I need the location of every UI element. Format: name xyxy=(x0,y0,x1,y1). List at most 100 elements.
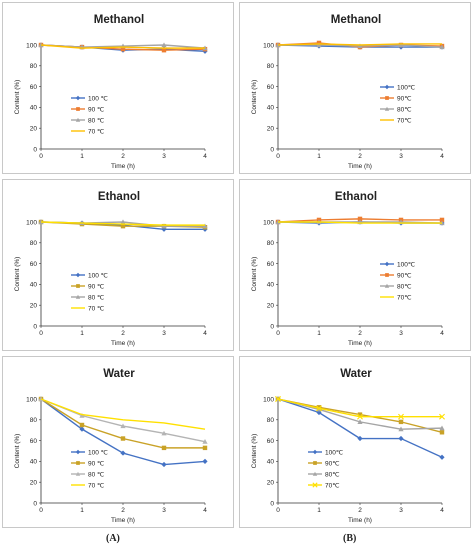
x-tick-label: 1 xyxy=(80,507,84,514)
data-point xyxy=(439,413,445,420)
data-point xyxy=(398,426,404,432)
y-tick-label: 40 xyxy=(267,282,275,289)
legend-marker xyxy=(313,461,317,465)
legend-marker xyxy=(76,284,80,288)
legend-marker xyxy=(75,95,81,101)
chart-svg: Ethanol 0 20 40 60 80 100 0 1 2 3 4 Time (h) Content … xyxy=(251,191,445,347)
data-point xyxy=(357,435,363,442)
y-axis-label: Content (%) xyxy=(14,257,21,292)
y-tick-label: 20 xyxy=(30,480,38,487)
x-tick-label: 3 xyxy=(399,507,403,514)
data-point xyxy=(120,436,126,441)
legend-label: 90 ℃ xyxy=(88,106,105,113)
data-point xyxy=(398,413,404,420)
legend-marker xyxy=(76,107,80,111)
legend-label: 90 ℃ xyxy=(88,460,105,467)
data-point xyxy=(357,413,363,420)
legend-label: 100 ℃ xyxy=(88,449,109,456)
legend-marker xyxy=(76,461,80,465)
y-tick-label: 0 xyxy=(33,146,37,153)
y-tick-label: 20 xyxy=(267,126,275,133)
data-point xyxy=(202,439,208,444)
data-point xyxy=(275,396,281,402)
x-tick-label: 0 xyxy=(276,330,280,337)
data-point xyxy=(398,42,404,48)
x-tick-label: 1 xyxy=(80,330,84,337)
legend-label: 100 ℃ xyxy=(88,95,109,102)
chart-title: Ethanol xyxy=(98,191,140,203)
chart-panel-water-a: Water 0 20 40 60 80 100 0 1 2 3 4 Time (h) Content (%… xyxy=(2,356,234,528)
data-point xyxy=(79,413,85,418)
x-axis-label: Time (h) xyxy=(111,340,135,347)
x-tick-label: 4 xyxy=(203,507,207,514)
legend-label: 100 ℃ xyxy=(88,272,109,279)
x-tick-label: 3 xyxy=(162,330,166,337)
data-point xyxy=(120,423,126,429)
legend-label: 90℃ xyxy=(325,460,340,467)
y-tick-label: 0 xyxy=(33,500,37,507)
x-tick-label: 0 xyxy=(276,507,280,514)
legend-label: 100℃ xyxy=(397,261,416,268)
y-tick-label: 100 xyxy=(263,42,274,49)
y-tick-label: 0 xyxy=(33,323,37,330)
series-line xyxy=(40,44,205,49)
y-tick-label: 20 xyxy=(267,480,275,487)
chart-title: Water xyxy=(103,368,135,380)
series-line xyxy=(278,221,442,224)
y-axis-label: Content (%) xyxy=(251,257,258,292)
data-point xyxy=(161,445,167,451)
x-tick-label: 4 xyxy=(203,153,207,160)
y-tick-label: 80 xyxy=(267,63,275,70)
x-tick-label: 2 xyxy=(358,153,362,160)
data-point xyxy=(38,219,44,225)
x-tick-label: 4 xyxy=(440,330,444,337)
data-point xyxy=(161,47,167,53)
data-point xyxy=(120,46,126,52)
x-axis-label: Time (h) xyxy=(111,163,135,170)
legend-label: 90 ℃ xyxy=(88,283,105,290)
x-axis-label: Time (h) xyxy=(348,340,372,347)
y-tick-label: 20 xyxy=(267,303,275,310)
x-tick-label: 2 xyxy=(121,330,125,337)
legend-label: 100℃ xyxy=(325,449,344,456)
y-tick-label: 100 xyxy=(26,219,37,226)
legend-label: 80℃ xyxy=(397,106,412,113)
y-tick-label: 40 xyxy=(267,459,275,466)
x-tick-label: 1 xyxy=(317,330,321,337)
x-tick-label: 3 xyxy=(399,330,403,337)
legend-label: 80℃ xyxy=(325,471,340,478)
data-point xyxy=(439,425,445,431)
y-tick-label: 0 xyxy=(270,323,274,330)
x-tick-label: 4 xyxy=(203,330,207,337)
chart-title: Methanol xyxy=(331,14,381,26)
y-axis-label: Content (%) xyxy=(251,434,258,469)
chart-svg: Ethanol 0 20 40 60 80 100 0 1 2 3 4 Time (h) Content … xyxy=(14,191,208,347)
y-tick-label: 80 xyxy=(30,240,38,247)
data-point xyxy=(398,419,404,425)
chart-title: Ethanol xyxy=(335,191,377,203)
legend-label: 80℃ xyxy=(397,283,412,290)
data-point xyxy=(439,430,445,435)
x-axis-label: Time (h) xyxy=(348,163,372,170)
x-tick-label: 2 xyxy=(121,507,125,514)
y-tick-label: 60 xyxy=(30,261,38,268)
chart-title: Water xyxy=(340,368,372,380)
y-tick-label: 100 xyxy=(26,42,37,49)
data-point xyxy=(398,435,404,442)
legend-label: 80 ℃ xyxy=(88,294,105,301)
legend-marker xyxy=(384,106,390,111)
y-tick-label: 40 xyxy=(30,459,38,466)
legend-label: 80 ℃ xyxy=(88,117,105,124)
data-point xyxy=(439,454,445,460)
data-point xyxy=(161,226,167,232)
chart-svg: Water 0 20 40 60 80 100 0 1 2 3 4 Time (h) Content (%… xyxy=(14,368,208,524)
data-point xyxy=(79,422,85,428)
chart-panel-methanol-a: Methanol 0 20 40 60 80 100 0 1 2 3 4 Time (h) Content… xyxy=(2,2,234,174)
legend-marker xyxy=(75,272,81,278)
legend-label: 90℃ xyxy=(397,272,412,279)
legend-label: 70 ℃ xyxy=(88,482,105,489)
legend-marker xyxy=(312,449,318,455)
series-line xyxy=(40,398,206,430)
y-tick-label: 60 xyxy=(30,84,38,91)
chart-panel-ethanol-b: Ethanol 0 20 40 60 80 100 0 1 2 3 4 Time (h) Content … xyxy=(239,179,471,351)
